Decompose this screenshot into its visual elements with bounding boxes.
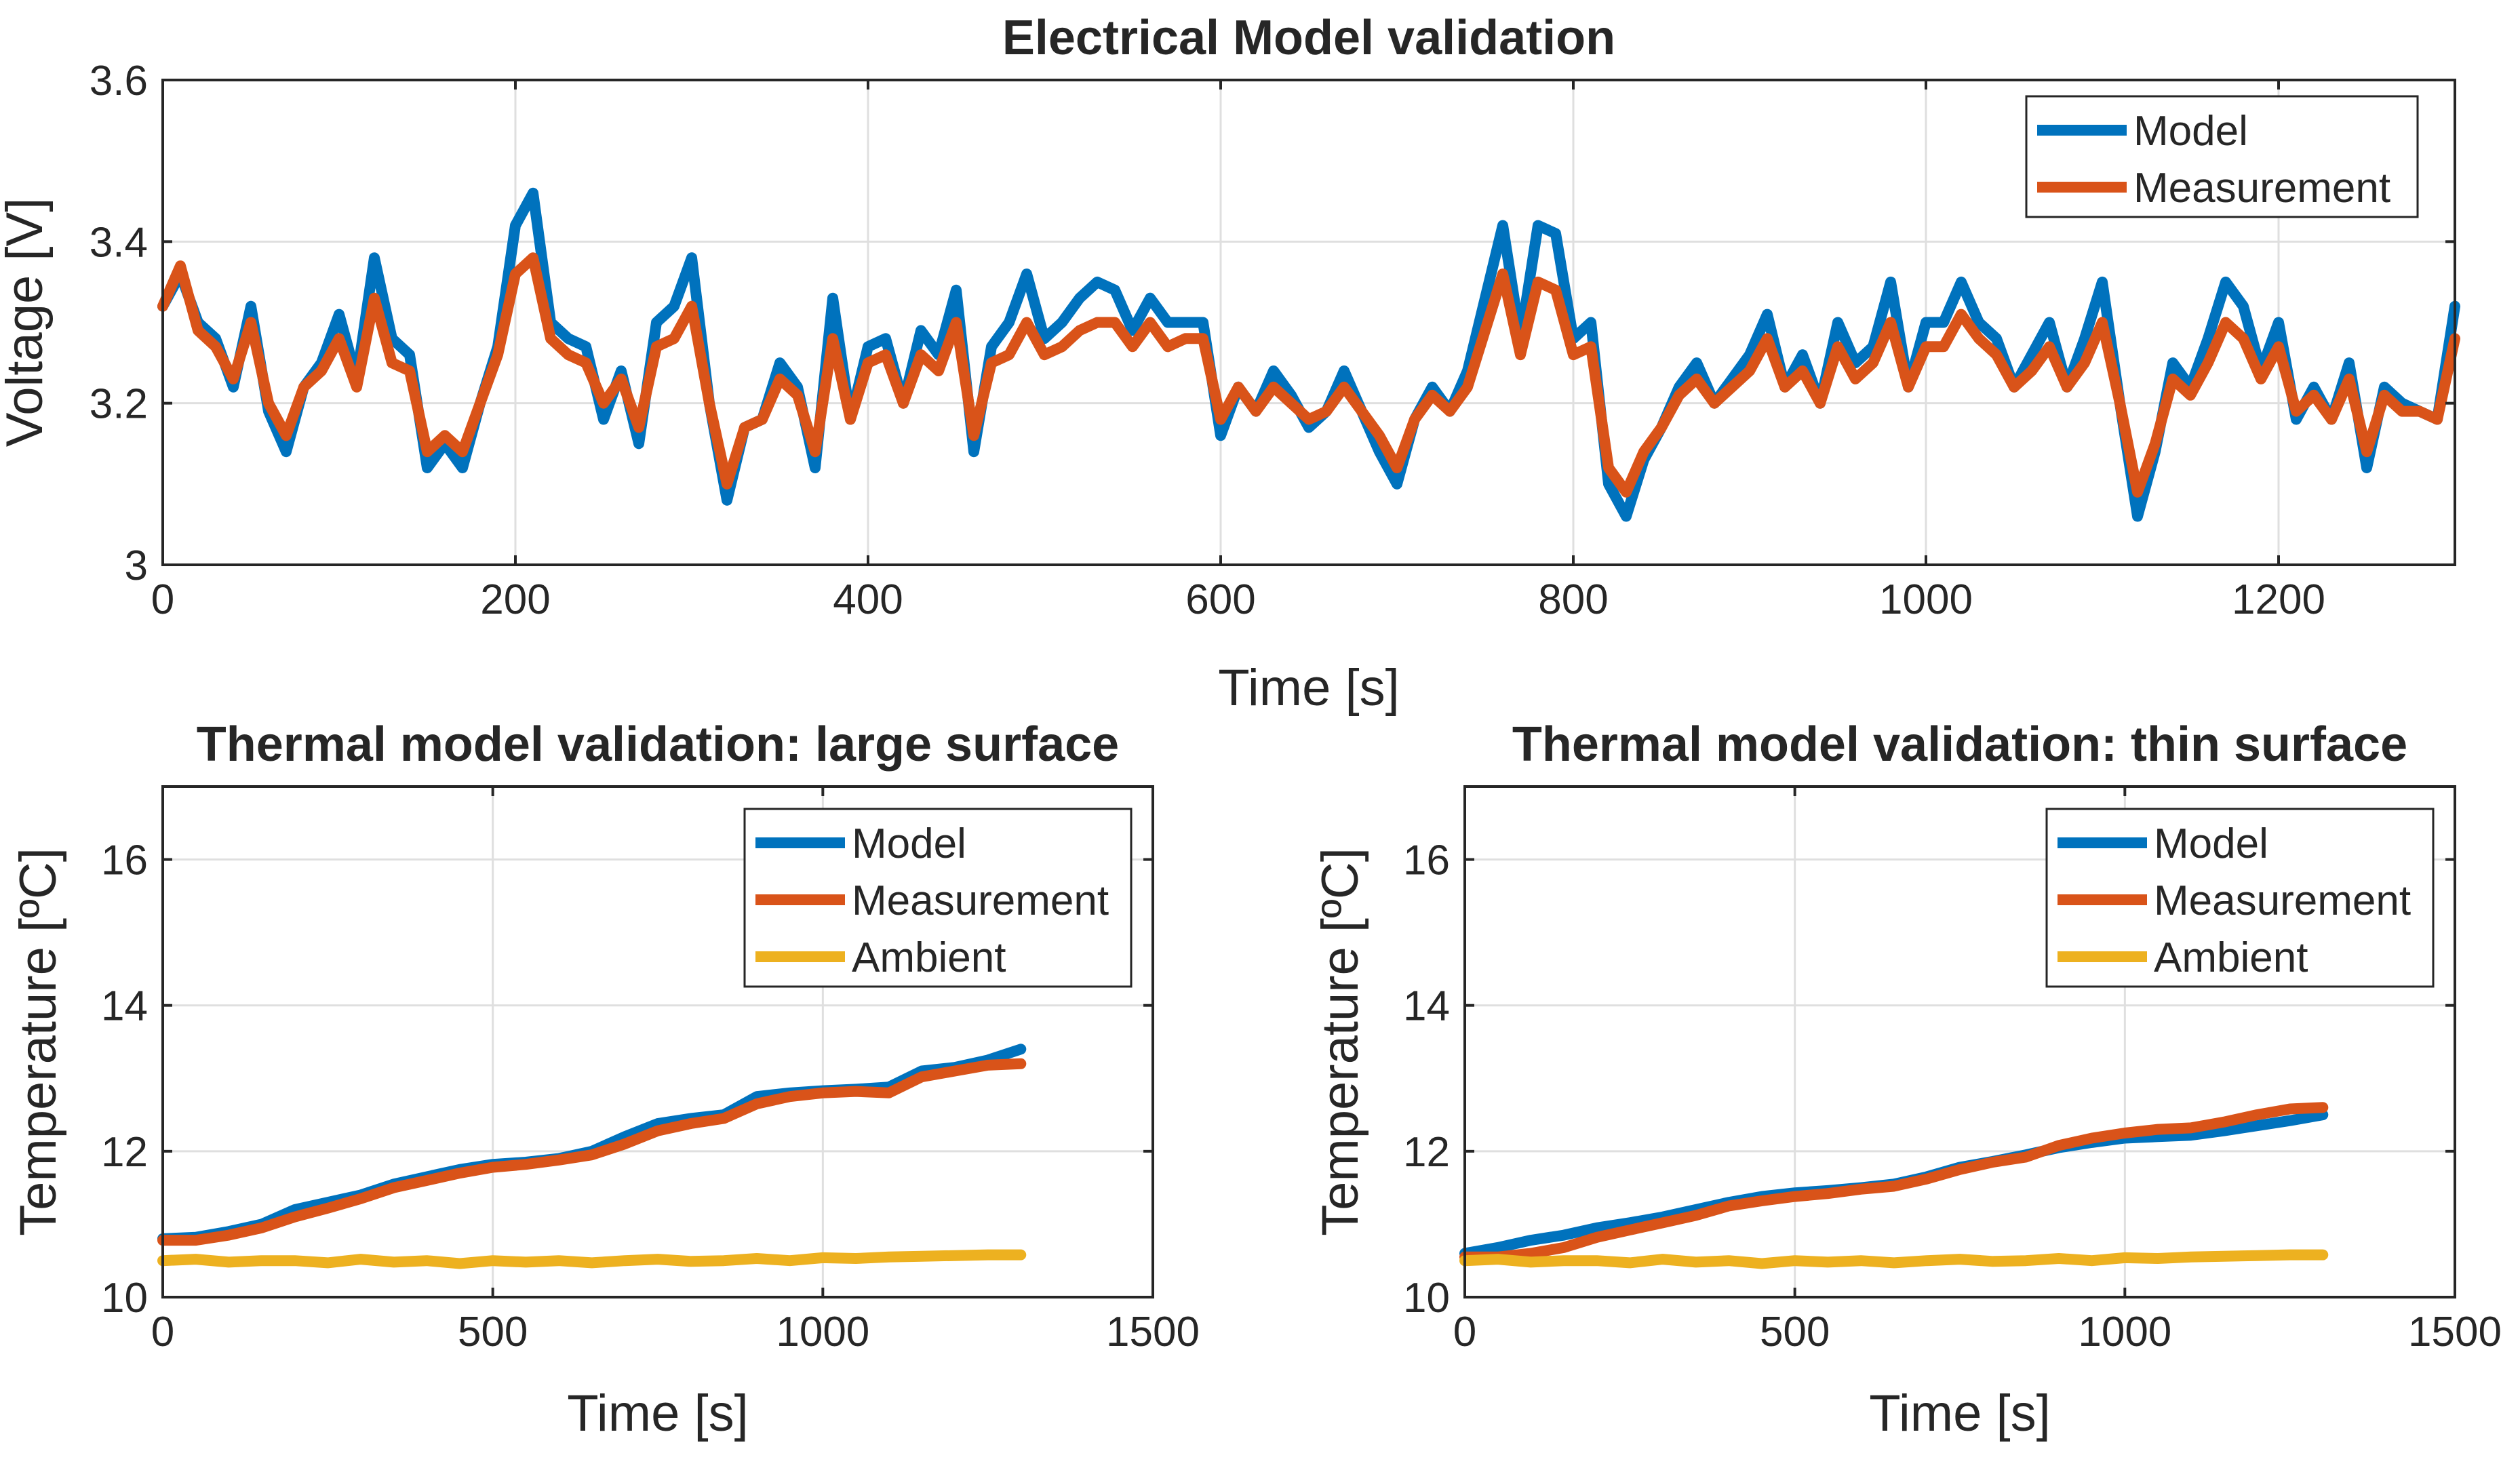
y-tick-label: 14	[101, 983, 148, 1030]
chart-2: 0 500 1000 1500 10 12 14 16 Thermal model valida…	[1312, 717, 2502, 1442]
x-tick-label: 400	[833, 576, 903, 623]
x-tick-label: 1200	[2232, 576, 2325, 623]
legend-label: Model	[2133, 108, 2248, 155]
y-axis-label: Temperature [ºC]	[9, 848, 67, 1236]
x-tick-label: 0	[1453, 1309, 1476, 1355]
chart-title: Thermal model validation: thin surface	[1512, 717, 2407, 772]
x-tick-label: 600	[1185, 576, 1255, 623]
x-tick-label: 200	[480, 576, 550, 623]
y-tick-label: 10	[1403, 1275, 1450, 1322]
chart-title: Thermal model validation: large surface	[197, 717, 1119, 772]
y-tick-label: 3.6	[90, 58, 148, 104]
y-tick-label: 3.4	[90, 219, 148, 266]
x-axis-label: Time [s]	[567, 1385, 748, 1442]
series-line-ambient	[157, 1249, 1027, 1269]
chart-title: Electrical Model validation	[1002, 11, 1615, 65]
x-tick-label: 1500	[1106, 1309, 1200, 1355]
y-tick-label: 16	[1403, 837, 1450, 884]
chart-1: 0 500 1000 1500 10 12 14 16 Thermal model valida…	[9, 717, 1200, 1442]
legend-label: Model	[852, 820, 966, 867]
x-tick-label: 500	[1760, 1309, 1830, 1355]
plot-frame	[161, 79, 2456, 566]
y-tick-label: 12	[1403, 1129, 1450, 1176]
legend-box	[2025, 95, 2419, 218]
x-tick-label: 0	[151, 576, 174, 623]
x-tick-label: 1000	[1879, 576, 1973, 623]
x-tick-label: 500	[458, 1309, 528, 1355]
series-line-measurement	[157, 252, 2460, 498]
x-tick-label: 800	[1538, 576, 1608, 623]
series-line-measurement	[157, 1058, 1027, 1246]
legend-label: Measurement	[2133, 165, 2390, 212]
y-tick-label: 16	[101, 837, 148, 884]
y-tick-label: 14	[1403, 983, 1450, 1030]
series-line-ambient	[1459, 1249, 2329, 1269]
x-tick-label: 1500	[2408, 1309, 2502, 1355]
x-axis-label: Time [s]	[1869, 1385, 2050, 1442]
y-tick-label: 3	[125, 542, 148, 589]
y-axis-label: Voltage [V]	[0, 198, 54, 448]
legend-label: Measurement	[2154, 877, 2411, 924]
legend-label: Model	[2154, 820, 2268, 867]
plot-frame	[1463, 785, 2456, 1298]
x-tick-label: 1000	[2078, 1309, 2171, 1355]
x-tick-label: 1000	[776, 1309, 869, 1355]
legend-label: Measurement	[852, 877, 1109, 924]
y-tick-label: 10	[101, 1275, 148, 1322]
series-line-measurement	[1459, 1102, 2329, 1263]
chart-0: 0 200 400 600 800 1000 1200 3 3.2 3.4 3.6 Electrica…	[0, 11, 2460, 717]
y-tick-label: 12	[101, 1129, 148, 1176]
y-axis-label: Temperature [ºC]	[1312, 848, 1369, 1236]
legend: Model Measurement Ambient	[2045, 808, 2435, 988]
x-axis-label: Time [s]	[1218, 659, 1399, 717]
legend: Model Measurement	[2025, 95, 2419, 218]
legend-label: Ambient	[2154, 934, 2308, 981]
legend-label: Ambient	[852, 934, 1006, 981]
x-tick-label: 0	[151, 1309, 174, 1355]
legend: Model Measurement Ambient	[743, 808, 1133, 988]
y-tick-label: 3.2	[90, 381, 148, 428]
plot-frame	[161, 785, 1154, 1298]
